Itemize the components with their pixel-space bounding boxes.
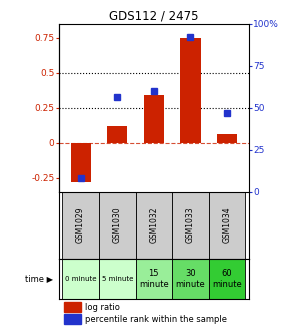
Bar (209, 259, 246, 299)
Text: GSM1034: GSM1034 (223, 207, 231, 244)
Text: 60
minute: 60 minute (212, 269, 242, 289)
Bar (99, 192, 135, 259)
Bar (62, 259, 99, 299)
Text: percentile rank within the sample: percentile rank within the sample (85, 315, 227, 324)
Text: GSM1033: GSM1033 (186, 207, 195, 244)
Bar (135, 192, 172, 259)
Bar (135, 259, 172, 299)
Bar (144, 95, 164, 142)
Text: GSM1030: GSM1030 (113, 207, 122, 244)
Text: GSM1029: GSM1029 (76, 207, 85, 243)
Text: 5 minute: 5 minute (101, 276, 133, 282)
Bar (71, 142, 91, 182)
Bar (62, 192, 99, 259)
Bar (180, 38, 200, 142)
Bar (209, 192, 246, 259)
Text: 0 minute: 0 minute (65, 276, 96, 282)
Bar (172, 192, 209, 259)
Bar (107, 126, 127, 142)
Bar (217, 134, 237, 142)
Text: 30
minute: 30 minute (176, 269, 205, 289)
Text: GSM1032: GSM1032 (149, 207, 158, 243)
Bar (172, 259, 209, 299)
Text: 15
minute: 15 minute (139, 269, 169, 289)
Title: GDS112 / 2475: GDS112 / 2475 (109, 9, 199, 23)
Text: time ▶: time ▶ (25, 275, 53, 283)
Text: log ratio: log ratio (85, 303, 120, 311)
Bar (99, 259, 135, 299)
